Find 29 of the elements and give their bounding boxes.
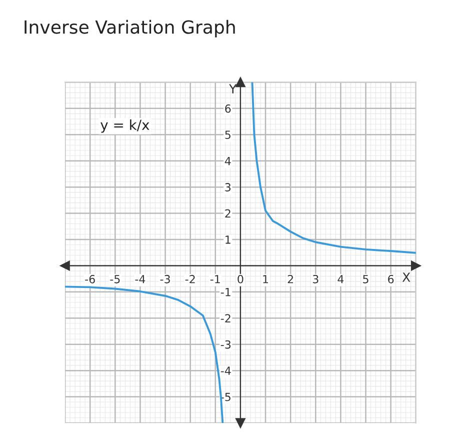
y-tick-label: 3 xyxy=(225,183,231,192)
x-tick-label: -6 xyxy=(85,274,95,284)
y-tick-label: -4 xyxy=(220,366,231,375)
x-tick-label: 6 xyxy=(388,274,394,284)
y-tick-label: 6 xyxy=(225,104,231,113)
x-tick-label: 0 xyxy=(238,274,244,284)
x-tick-label: 2 xyxy=(288,274,293,284)
y-tick-label: 4 xyxy=(224,156,231,166)
y-tick-label: 1 xyxy=(226,236,230,244)
y-tick-label: -2 xyxy=(220,314,230,322)
y-axis-title: Y xyxy=(229,84,237,94)
y-tick-label: -5 xyxy=(220,392,230,402)
x-axis-title: X xyxy=(402,272,410,282)
x-tick-label: 3 xyxy=(312,274,318,284)
y-tick-label: -1 xyxy=(220,288,230,296)
x-tick-label: -2 xyxy=(185,274,195,284)
x-tick-label: 5 xyxy=(363,275,368,284)
y-tick-label: 2 xyxy=(225,209,230,218)
x-tick-label: -5 xyxy=(110,275,120,284)
y-tick-label: -3 xyxy=(220,340,231,349)
x-tick-label: -3 xyxy=(160,274,170,284)
y-tick-label: 5 xyxy=(225,130,230,140)
line-series xyxy=(251,82,416,254)
x-tick-label: 4 xyxy=(338,275,344,284)
x-tick-label: 1 xyxy=(263,275,268,284)
x-tick-label: -1 xyxy=(210,275,220,284)
x-tick-label: -4 xyxy=(135,275,146,284)
annotation: y = k/x xyxy=(100,119,150,133)
chart-title: Inverse Variation Graph xyxy=(24,20,235,38)
